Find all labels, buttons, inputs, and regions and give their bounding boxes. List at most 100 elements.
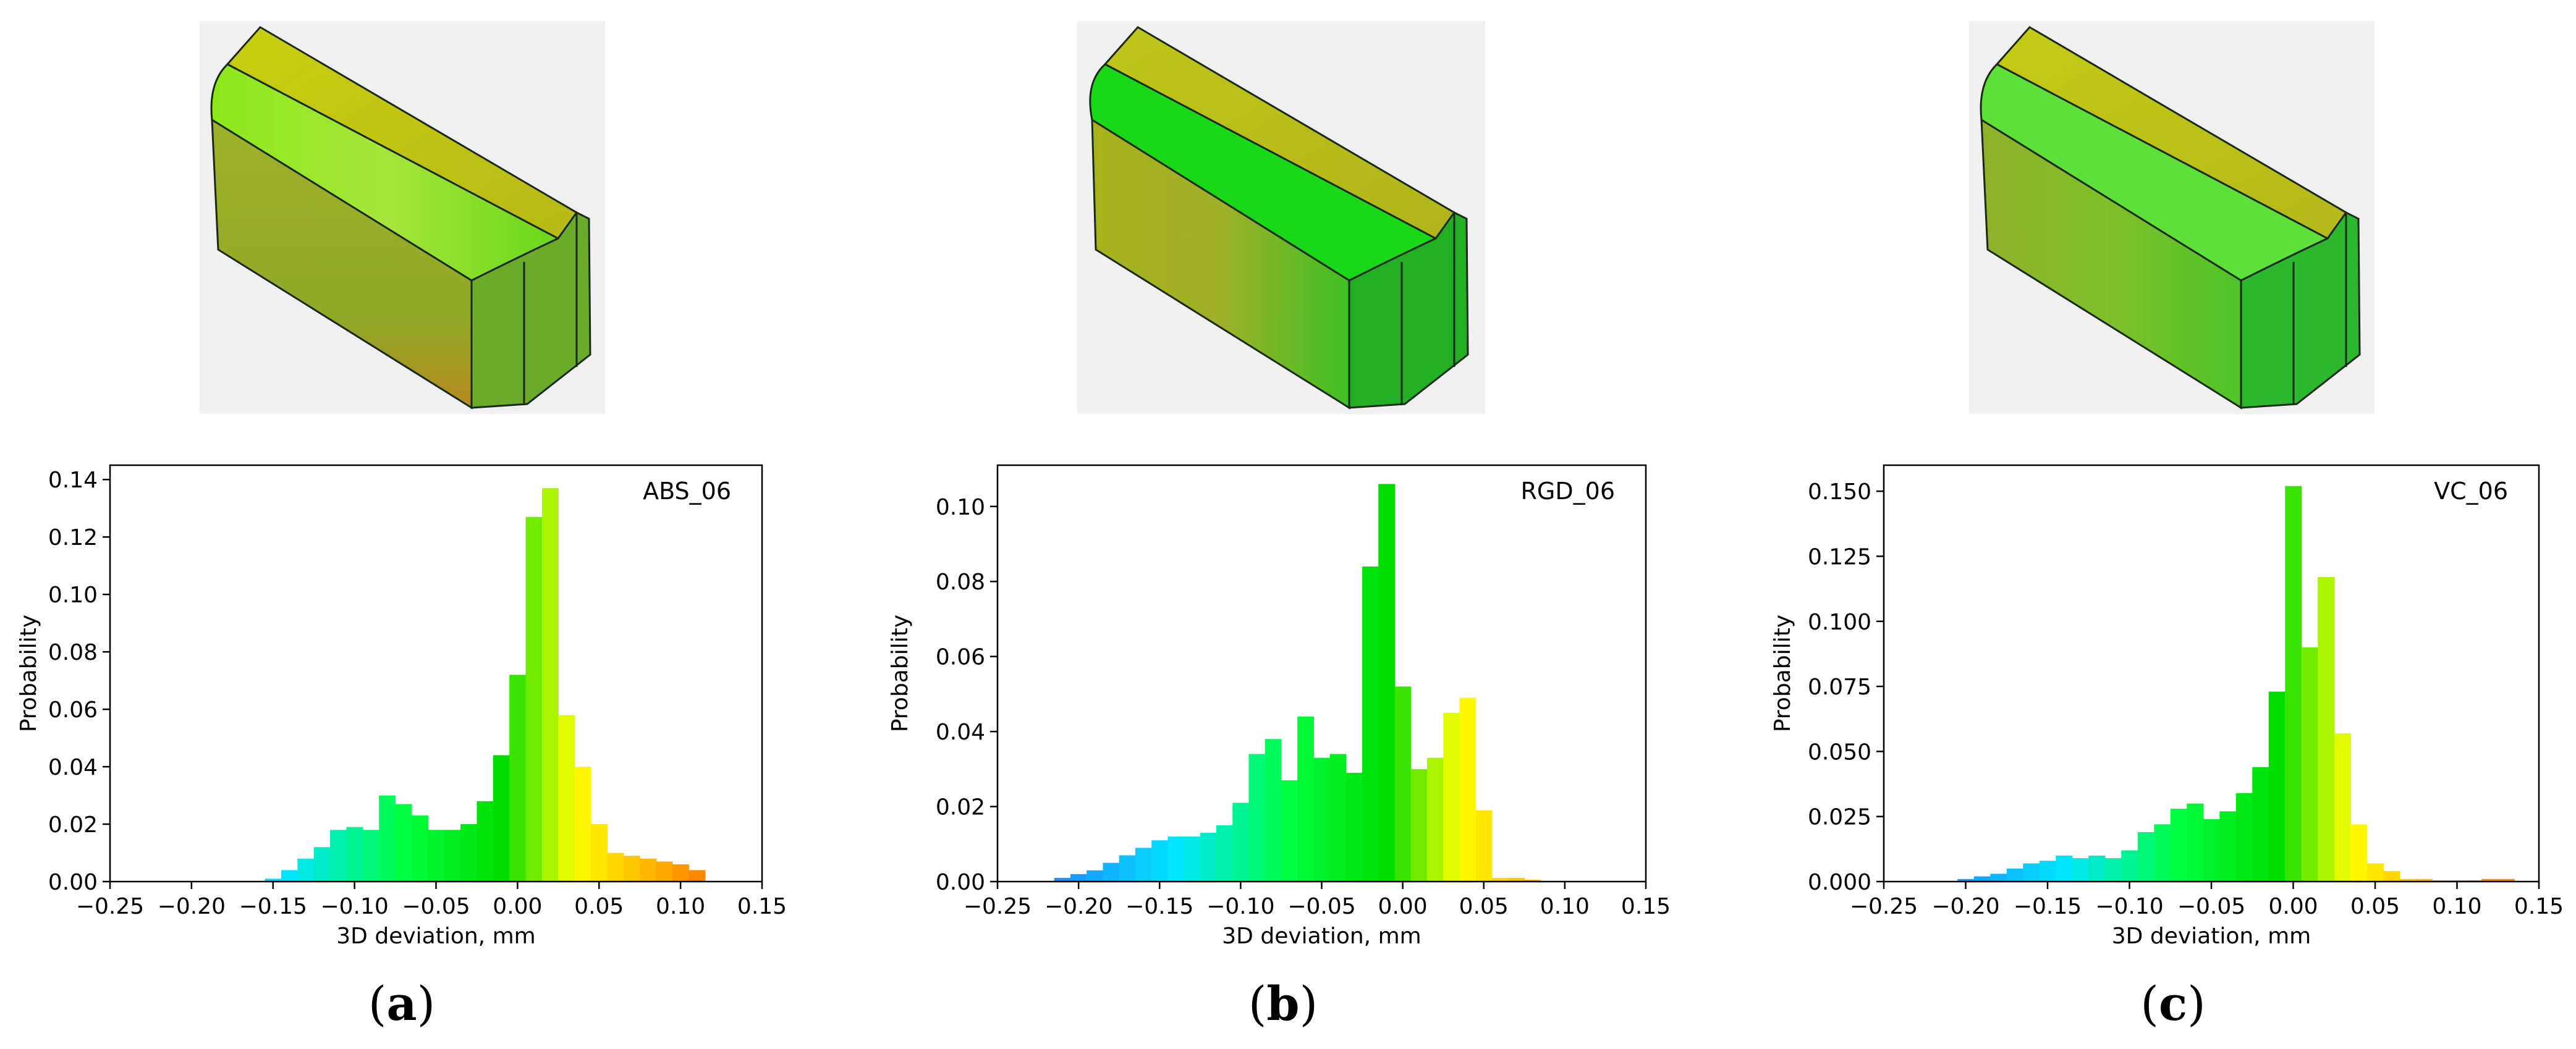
histogram-bar — [362, 830, 379, 882]
histogram-bar — [2350, 824, 2368, 882]
histogram-bar — [1378, 484, 1396, 882]
histogram-bar — [2187, 803, 2204, 882]
y-tick-label: 0.000 — [1808, 870, 1871, 895]
x-tick-label: −0.15 — [1125, 894, 1193, 919]
x-tick-label: −0.25 — [964, 894, 1032, 919]
x-tick-label: 0.10 — [2432, 894, 2481, 919]
histogram-bar — [2219, 811, 2237, 882]
x-tick-label: −0.05 — [402, 894, 470, 919]
x-tick-label: 0.10 — [1540, 894, 1590, 919]
x-tick-label: −0.20 — [1044, 894, 1112, 919]
y-tick-label: 0.050 — [1808, 739, 1871, 765]
y-tick-label: 0.08 — [48, 640, 98, 665]
histogram-bar — [2301, 647, 2318, 882]
y-tick-label: 0.14 — [48, 468, 98, 493]
sample-label: ABS_06 — [643, 478, 731, 505]
histogram-bar — [1410, 769, 1428, 882]
histogram-bar — [1491, 877, 1509, 882]
x-tick-label: 0.05 — [574, 894, 624, 919]
histogram-bar — [1184, 836, 1201, 882]
histogram-bar — [1990, 874, 2007, 882]
histogram-bar — [2235, 793, 2253, 882]
histogram-bar — [444, 830, 461, 882]
x-tick-label: −0.10 — [320, 894, 388, 919]
y-tick-label: 0.10 — [48, 583, 98, 608]
y-tick-label: 0.06 — [48, 697, 98, 723]
histogram-bar — [2399, 878, 2417, 882]
x-tick-label: −0.15 — [2014, 894, 2082, 919]
x-tick-label: 0.05 — [2350, 894, 2400, 919]
histogram-bar — [1087, 870, 1104, 882]
histogram-abs-06: −0.25 −0.20 −0.15 −0.10 −0.05 0.00 0.05 0.10 0.1… — [16, 464, 787, 949]
sample-label: VC_06 — [2434, 478, 2508, 505]
x-tick-label: −0.15 — [239, 894, 307, 919]
histogram-bar — [330, 830, 347, 882]
x-tick-label: 0.15 — [1621, 894, 1671, 919]
histogram-bar — [2383, 871, 2400, 882]
x-tick-label: −0.25 — [76, 894, 144, 919]
histogram-bar — [1070, 874, 1087, 882]
y-tick-label: 0.00 — [936, 870, 985, 895]
histogram-bar — [2006, 868, 2023, 882]
panel-label-a: (a) — [368, 976, 436, 1031]
histogram-bar — [2023, 863, 2040, 882]
histogram-bar — [2481, 878, 2499, 882]
y-tick-label: 0.12 — [48, 525, 98, 550]
panel-a: −0.25 −0.20 −0.15 −0.10 −0.05 0.00 0.05 0.10 0.1… — [0, 0, 865, 1049]
x-tick-label: 0.15 — [737, 894, 787, 919]
x-tick-label: −0.05 — [2177, 894, 2245, 919]
x-tick-label: −0.10 — [2095, 894, 2163, 919]
histogram-bar — [395, 804, 412, 882]
y-tick-label: 0.100 — [1808, 610, 1871, 635]
render-abs-06 — [200, 21, 605, 414]
histogram-bar — [281, 870, 298, 882]
histogram-bar — [2137, 832, 2154, 882]
histogram-bar — [1297, 716, 1314, 882]
x-tick-label: −0.20 — [1931, 894, 1999, 919]
histogram-bar — [1957, 878, 1975, 882]
histogram-bar — [2121, 850, 2138, 882]
histogram-vc-06: −0.25 −0.20 −0.15 −0.10 −0.05 0.00 0.05 0.10 0.1… — [1770, 464, 2564, 949]
x-tick-label: 0.10 — [656, 894, 705, 919]
histogram-rgd-06: −0.25 −0.20 −0.15 −0.10 −0.05 0.00 0.05 0.10 0.1… — [888, 464, 1671, 949]
histogram-bar — [428, 830, 445, 882]
histogram-bar — [688, 870, 706, 882]
x-tick-label: −0.25 — [1850, 894, 1918, 919]
histogram-bar — [1426, 757, 1444, 882]
histogram-bar — [607, 853, 624, 882]
histogram-bar — [1475, 810, 1493, 882]
histogram-bar — [2088, 855, 2106, 882]
x-axis-title: 3D deviation, mm — [1222, 924, 1421, 949]
histogram-bar — [1216, 825, 1233, 882]
histogram-bar — [2056, 855, 2073, 882]
part-model-image — [210, 26, 591, 410]
panel-label-b: (b) — [1248, 976, 1318, 1031]
histogram-bar — [541, 488, 559, 882]
y-tick-label: 0.150 — [1808, 479, 1871, 505]
histogram-bar — [1443, 712, 1460, 882]
histogram-bar — [1167, 836, 1185, 882]
histogram-bar — [656, 861, 673, 882]
sample-label: RGD_06 — [1521, 478, 1615, 505]
histogram-bar — [1281, 780, 1298, 882]
plot-frame — [109, 464, 763, 883]
histogram-bar — [2318, 577, 2335, 882]
histogram-bar — [591, 824, 608, 882]
histogram-bar — [1459, 697, 1477, 882]
bars — [1957, 486, 2515, 882]
histogram-bar — [1151, 840, 1168, 882]
panel-label-c: (c) — [2140, 976, 2206, 1031]
histogram-bar — [2252, 767, 2269, 882]
part-model-image — [1089, 26, 1469, 410]
y-tick-label: 0.04 — [936, 720, 985, 745]
panel-b: −0.25 −0.20 −0.15 −0.10 −0.05 0.00 0.05 0.10 0.1… — [871, 0, 1737, 1049]
y-tick-label: 0.02 — [936, 795, 985, 820]
y-tick-label: 0.025 — [1808, 805, 1871, 830]
y-tick-label: 0.04 — [48, 755, 98, 780]
y-tick-label: 0.075 — [1808, 675, 1871, 700]
histogram-bar — [640, 858, 657, 882]
histogram-bar — [1135, 848, 1152, 882]
x-tick-label: 0.00 — [1378, 894, 1428, 919]
histogram-bar — [1200, 833, 1217, 882]
histogram-bar — [1345, 772, 1363, 882]
